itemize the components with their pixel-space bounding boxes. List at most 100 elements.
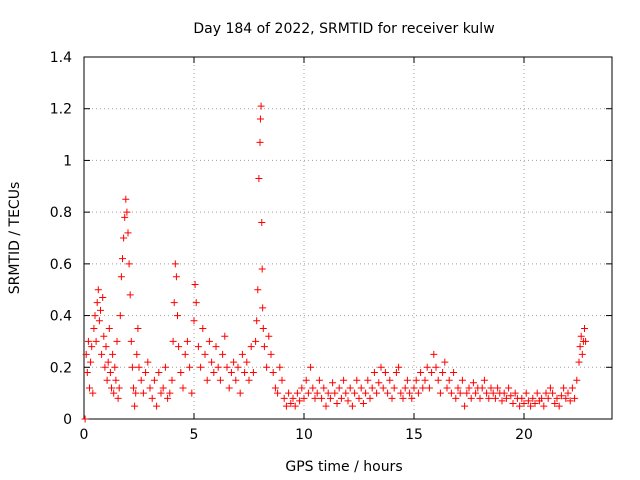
data-point: [527, 402, 535, 410]
data-point: [87, 358, 95, 366]
data-point: [150, 376, 158, 384]
data-point: [568, 384, 576, 392]
data-point: [320, 384, 328, 392]
data-point: [245, 376, 253, 384]
data-point: [458, 376, 466, 384]
data-point: [116, 312, 124, 320]
data-point: [315, 376, 323, 384]
data-point: [285, 389, 293, 397]
data-point: [181, 350, 189, 358]
data-point: [353, 376, 361, 384]
data-point: [131, 402, 139, 410]
data-point: [214, 363, 222, 371]
data-point: [578, 350, 586, 358]
x-tick-labels: 0 5 10 15 20: [80, 427, 533, 443]
data-point: [137, 376, 145, 384]
data-point: [329, 379, 337, 387]
y-tick-label: 1.2: [50, 102, 72, 118]
data-point: [212, 343, 220, 351]
data-point: [443, 384, 451, 392]
data-point: [177, 368, 185, 376]
data-point: [373, 389, 381, 397]
data-point: [256, 115, 264, 123]
data-point: [542, 389, 550, 397]
data-point: [199, 325, 207, 332]
data-point: [97, 306, 104, 314]
data-point: [139, 389, 147, 397]
data-point: [335, 384, 343, 392]
data-point: [236, 389, 244, 397]
data-point: [450, 368, 458, 376]
data-point: [113, 337, 121, 345]
data-point: [216, 376, 224, 384]
data-point: [560, 384, 568, 392]
data-point: [125, 260, 133, 268]
data-point: [337, 394, 345, 402]
data-point: [234, 363, 242, 371]
data-point: [122, 195, 130, 203]
data-point: [307, 363, 315, 371]
data-point: [128, 363, 136, 371]
data-point: [529, 394, 537, 402]
data-point: [197, 363, 205, 371]
data-point: [533, 389, 541, 397]
data-point: [274, 389, 282, 397]
data-point: [119, 255, 126, 263]
data-point: [540, 402, 548, 410]
data-point: [573, 376, 581, 384]
data-point: [174, 312, 181, 320]
data-point: [109, 350, 117, 358]
data-point: [419, 384, 427, 392]
data-point: [293, 389, 301, 397]
data-point: [126, 291, 134, 299]
data-point: [370, 368, 378, 376]
data-point: [576, 343, 584, 351]
data-point: [89, 389, 97, 397]
data-point: [172, 273, 180, 281]
data-point: [263, 363, 271, 371]
data-point: [562, 394, 570, 402]
data-point: [509, 399, 517, 407]
data-point: [441, 358, 449, 366]
data-point: [120, 234, 128, 242]
data-point: [516, 402, 524, 410]
data-point: [401, 384, 409, 392]
data-point: [575, 358, 583, 366]
data-point: [344, 397, 352, 405]
data-point: [551, 399, 559, 407]
data-point: [502, 394, 510, 402]
data-point: [522, 389, 530, 397]
data-point: [302, 376, 310, 384]
data-point: [564, 389, 572, 397]
x-tick-label: 0: [80, 427, 89, 443]
data-point: [505, 384, 513, 392]
data-point: [348, 402, 356, 410]
data-point: [157, 389, 165, 397]
data-point: [254, 286, 262, 294]
data-point: [111, 363, 119, 371]
data-point: [117, 273, 125, 281]
data-point: [188, 389, 196, 397]
data-point: [524, 397, 532, 405]
data-point: [582, 337, 590, 345]
data-point: [221, 332, 229, 340]
data-point: [230, 358, 238, 366]
data-point: [538, 394, 546, 402]
data-point: [114, 394, 122, 402]
data-point: [171, 260, 179, 268]
data-point: [194, 343, 202, 351]
data-point: [463, 389, 471, 397]
data-point: [86, 384, 93, 392]
data-point: [324, 389, 332, 397]
data-point: [386, 376, 394, 384]
data-point: [280, 394, 288, 402]
data-point: [531, 399, 539, 407]
data-point: [90, 325, 98, 332]
plot-frame: [83, 56, 613, 420]
data-point: [311, 394, 319, 402]
data-point: [557, 392, 565, 400]
data-point: [249, 368, 257, 376]
data-point: [98, 350, 106, 358]
data-point: [133, 350, 141, 358]
data-point: [469, 379, 477, 387]
